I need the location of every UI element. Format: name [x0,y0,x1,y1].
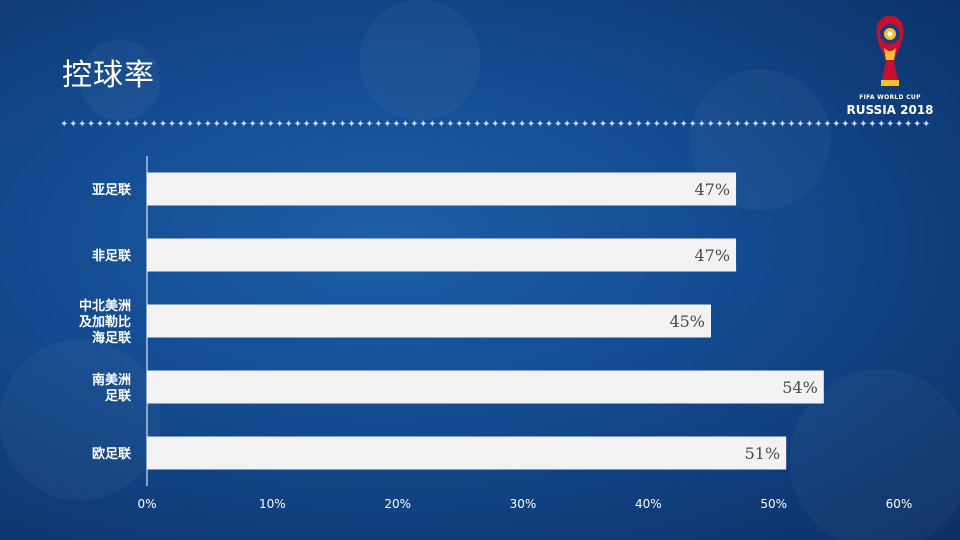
category-label-2-1: 及加勒比 [79,314,131,330]
x-tick-label-4: 40% [635,497,662,511]
x-tick-label-5: 50% [760,497,787,511]
category-label-1-0: 非足联 [92,248,131,264]
bar-2 [147,304,711,338]
x-tick-label-6: 60% [886,497,913,511]
x-tick-label-1: 10% [259,497,286,511]
category-label-2-2: 海足联 [92,330,131,346]
bar-4 [147,436,787,470]
logo-tagline: FIFA WORLD CUP [859,94,921,101]
bar-1 [147,238,737,272]
bar-value-label-3: 54% [782,378,818,397]
page-title: 控球率 [62,58,155,93]
world-cup-logo: FIFA WORLD CUP RUSSIA 2018 [844,14,936,117]
category-label-0-0: 亚足联 [92,183,131,198]
bar-0 [147,172,737,206]
title-divider: ✦✦✦✦✦✦✦✦✦✦✦✦✦✦✦✦✦✦✦✦✦✦✦✦✦✦✦✦✦✦✦✦✦✦✦✦✦✦✦✦… [60,119,932,130]
bar-value-label-4: 51% [745,444,781,463]
category-label-3-0: 南美洲 [92,372,131,388]
bar-value-label-1: 47% [695,246,731,265]
x-tick-label-3: 30% [510,497,537,511]
logo-wordmark: RUSSIA 2018 [846,103,934,117]
bar-3 [147,370,824,404]
x-tick-label-0: 0% [137,497,156,511]
x-tick-label-2: 20% [384,497,411,511]
category-label-3-1: 足联 [105,389,131,404]
trophy-emblem [876,16,904,86]
bar-value-label-0: 47% [695,180,731,199]
bar-value-label-2: 45% [669,312,705,331]
category-label-2-0: 中北美洲 [79,298,131,314]
category-label-4-0: 欧足联 [92,446,131,462]
